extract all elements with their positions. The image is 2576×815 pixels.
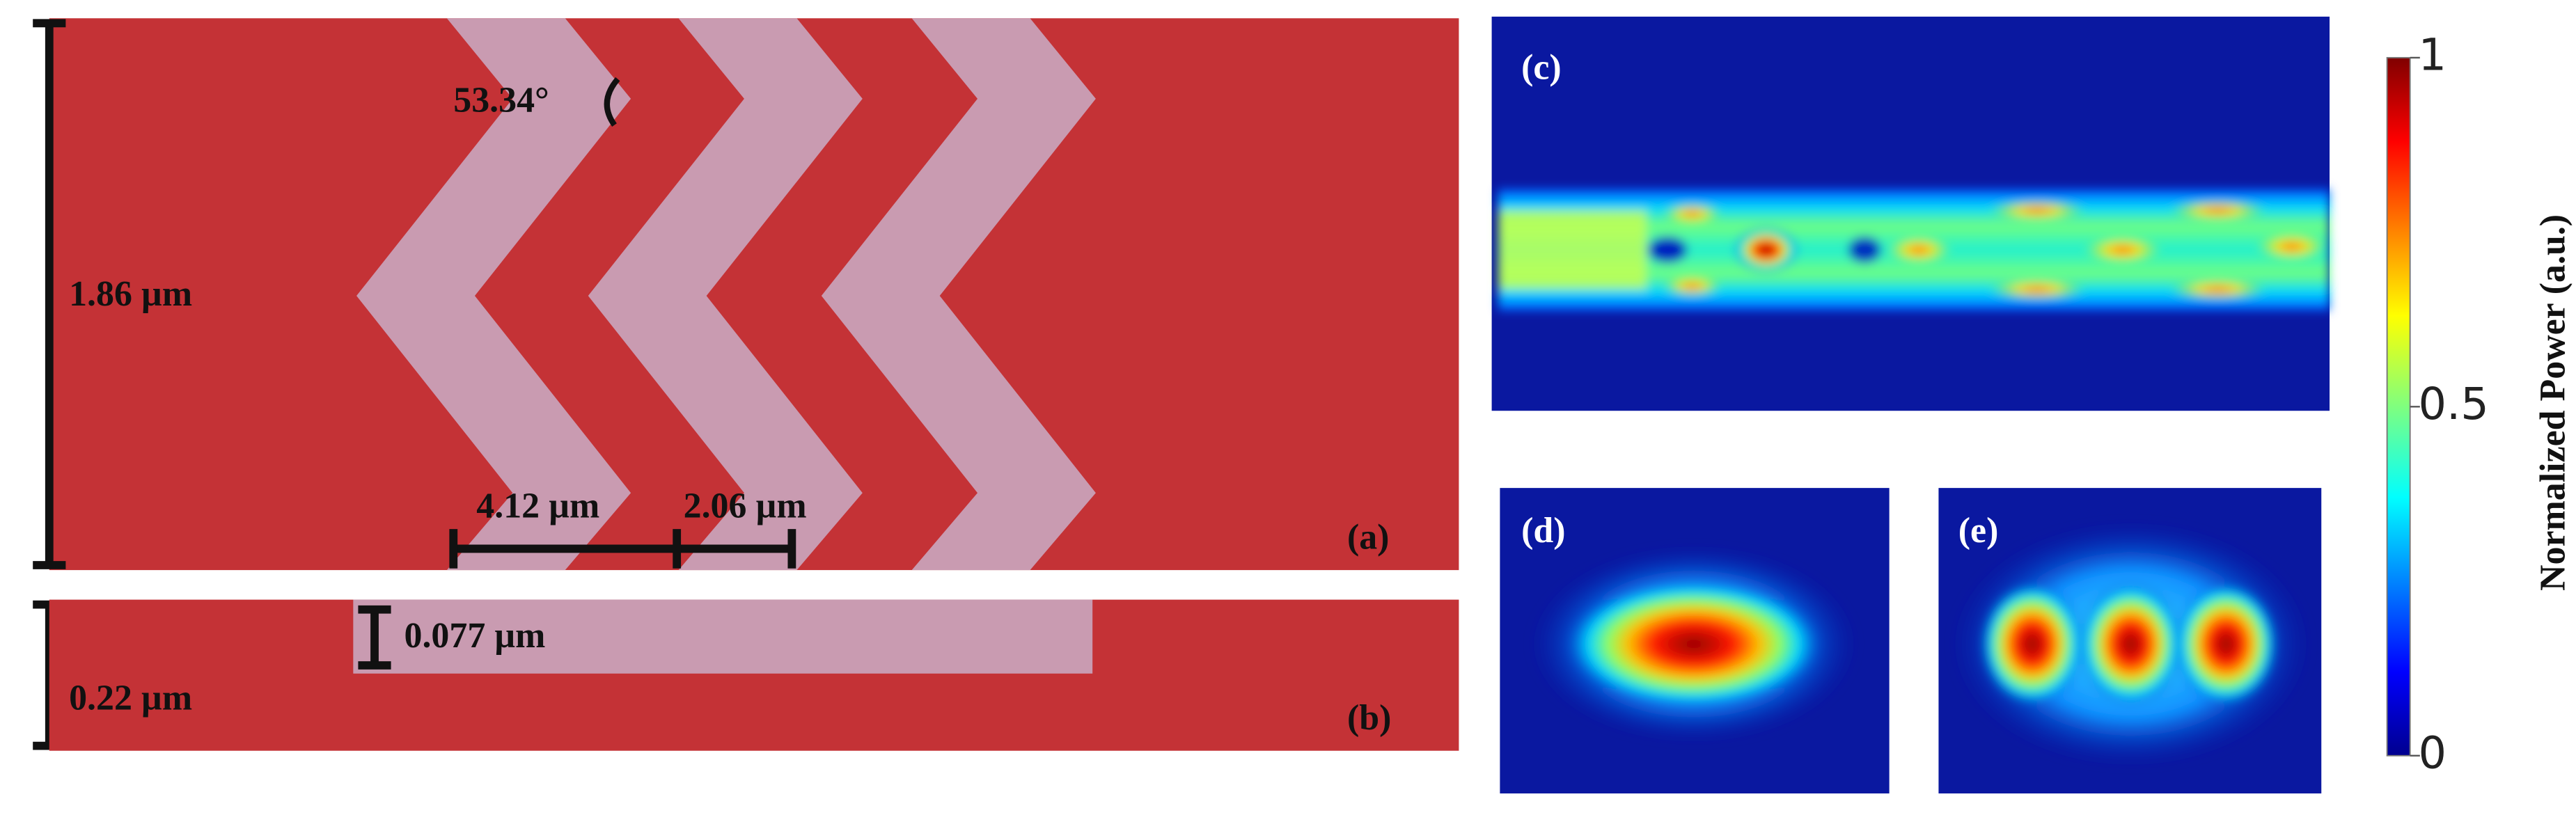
chevrons — [356, 18, 1096, 571]
colorbar-title: Normalized Power (a.u.) — [2534, 214, 2573, 591]
etched-groove — [353, 599, 1093, 674]
field-spot — [2255, 233, 2328, 260]
mode-spot — [1562, 578, 1825, 710]
field-null — [1647, 237, 1688, 263]
chevron — [588, 18, 863, 571]
field-spot — [2083, 237, 2162, 263]
field-spot — [2168, 200, 2268, 221]
depth-bar — [358, 605, 391, 670]
height-label: 0.22 µm — [69, 679, 192, 718]
width-label: 2.06 µm — [684, 486, 807, 526]
colorbar-tick-label: 0 — [2418, 727, 2447, 779]
field-spot — [1663, 203, 1722, 224]
colorbar — [2386, 56, 2411, 757]
field-pattern — [1498, 189, 2330, 311]
chevron — [356, 18, 631, 571]
colorbar-tick-label: 1 — [2418, 29, 2447, 81]
chevron — [821, 18, 1096, 571]
panel-label: (c) — [1521, 48, 1562, 88]
colorbar-ticks: 10.50 — [2410, 29, 2489, 779]
mode-pattern — [1529, 545, 1858, 743]
angle-label: 53.34° — [453, 81, 549, 120]
angle-arc — [604, 77, 620, 127]
mode-spot — [2078, 581, 2184, 706]
mode-spot — [2173, 581, 2279, 706]
depth-label: 0.077 µm — [404, 616, 545, 656]
field-spot — [1885, 237, 1952, 263]
field-spot — [1733, 226, 1799, 274]
mode-pattern — [1949, 521, 2312, 768]
panel-label: (e) — [1958, 511, 1999, 551]
field-spot — [1663, 276, 1722, 296]
height-label: 1.86 µm — [69, 274, 192, 314]
field-null — [1848, 237, 1881, 263]
field-input — [1498, 210, 1647, 290]
field-spot — [1988, 200, 2087, 221]
panel-label: (a) — [1347, 517, 1390, 557]
panel-label: (b) — [1347, 698, 1391, 738]
field-spot — [2168, 279, 2268, 299]
colorbar-tick-label: 0.5 — [2418, 379, 2488, 430]
period-label: 4.12 µm — [476, 486, 599, 526]
field-spot — [1988, 279, 2087, 299]
panel-label: (d) — [1521, 511, 1565, 551]
mode-spot — [1979, 581, 2085, 706]
